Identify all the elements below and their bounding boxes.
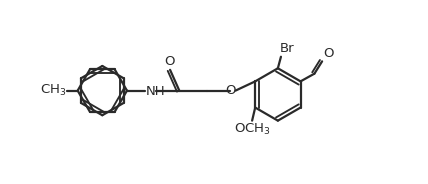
Text: O: O: [164, 54, 175, 68]
Text: CH$_3$: CH$_3$: [40, 83, 66, 98]
Text: OCH$_3$: OCH$_3$: [234, 122, 270, 137]
Text: O: O: [225, 84, 235, 97]
Text: O: O: [323, 47, 333, 60]
Text: NH: NH: [146, 85, 166, 98]
Text: Br: Br: [280, 42, 295, 55]
